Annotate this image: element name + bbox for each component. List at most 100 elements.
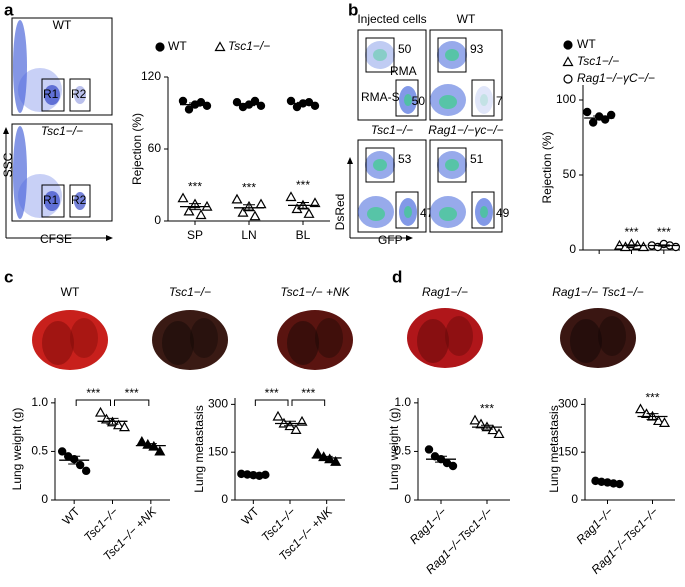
data-point <box>94 406 107 417</box>
data-point <box>588 118 598 127</box>
cell-cloud <box>445 159 459 171</box>
data-point <box>81 466 91 476</box>
y-tick-label: 0 <box>221 492 228 506</box>
error-bar <box>144 443 157 449</box>
data-point <box>237 206 249 217</box>
y-axis-label: Lung weight (g) <box>387 408 401 491</box>
y-tick-label: 1.0 <box>31 395 48 409</box>
gate <box>365 37 395 73</box>
significance: *** <box>624 225 638 239</box>
data-point <box>469 414 481 425</box>
gate <box>41 78 65 112</box>
error-bar <box>320 455 333 461</box>
error-bar <box>593 115 606 121</box>
data-point <box>75 460 85 470</box>
y-tick-label: 0 <box>41 492 48 506</box>
y-axis-label: Rejection (%) <box>540 131 554 203</box>
legend-marker <box>214 41 226 52</box>
data-point <box>634 403 647 414</box>
y-axis-label: Lung metastasis <box>192 405 206 492</box>
x-tick-label: BL <box>296 228 311 242</box>
error-bar <box>481 424 493 430</box>
photo-label: Tsc1−/− +NK <box>280 285 350 299</box>
x-tick-label: Rag1−/− <box>407 504 449 546</box>
significance: *** <box>125 386 139 400</box>
error-bar <box>601 481 614 484</box>
y-tick-label: 0.5 <box>31 444 48 458</box>
legend-marker <box>155 42 165 52</box>
y-tick-label: 120 <box>141 69 161 83</box>
gate-value: 93 <box>470 42 484 56</box>
bracket <box>75 399 111 406</box>
error-bar <box>106 417 119 425</box>
data-point <box>272 410 284 421</box>
cell-cloud <box>74 192 86 210</box>
y-tick-label: 0.5 <box>394 444 411 458</box>
y-axis-label: Lung metastasis <box>547 405 561 492</box>
photo-label: Tsc1−/− <box>169 285 211 299</box>
gate <box>365 147 395 183</box>
flow-title: WT <box>53 18 72 32</box>
cell-cloud <box>475 86 493 114</box>
y-tick-label: 300 <box>208 397 228 411</box>
data-point <box>652 415 665 426</box>
photo-label: Rag1−/− <box>422 285 468 299</box>
legend-label: WT <box>577 37 596 51</box>
photo-label: WT <box>61 285 80 299</box>
y-tick-label: 150 <box>558 444 578 458</box>
data-point <box>312 447 324 458</box>
cell-cloud <box>404 206 412 218</box>
error-bar <box>435 455 447 463</box>
bracket <box>114 399 150 406</box>
cell-cloud <box>480 94 488 106</box>
lung-lobe <box>570 319 602 363</box>
error-bar <box>68 455 81 465</box>
cell-cloud <box>373 159 387 171</box>
data-point <box>424 445 434 454</box>
flow-x-label: GFP <box>378 233 403 247</box>
data-point <box>183 205 195 216</box>
gate-label: R1 <box>43 87 59 101</box>
legend-marker <box>563 40 573 50</box>
x-tick-label: WT <box>59 504 83 528</box>
panel-label: b <box>348 0 358 19</box>
gate <box>395 191 419 229</box>
data-point <box>493 428 505 439</box>
error-bar <box>625 244 638 247</box>
gate-value: 53 <box>398 152 412 166</box>
data-point <box>154 445 166 456</box>
data-point <box>615 479 624 489</box>
lung-lobe <box>162 321 194 365</box>
bracket <box>254 399 289 406</box>
y-tick-label: 0 <box>569 242 576 256</box>
cell-cloud <box>44 191 60 211</box>
lung-lobe <box>42 321 74 365</box>
photo-label: Rag1−/− Tsc1−/− <box>552 285 644 299</box>
axis-arrow <box>5 130 110 239</box>
data-point <box>658 417 671 427</box>
legend-marker <box>562 56 574 67</box>
significance: *** <box>657 225 671 239</box>
y-tick-label: 100 <box>556 92 576 106</box>
cell-cloud <box>44 85 60 105</box>
cell-cloud <box>439 95 457 109</box>
error-bar <box>189 102 201 107</box>
y-tick-label: 0 <box>404 492 411 506</box>
error-bar <box>189 203 201 211</box>
legend-label: Tsc1−/− <box>577 54 619 68</box>
significance: *** <box>301 386 315 400</box>
cell-cloud <box>439 207 457 221</box>
data-point <box>231 193 243 204</box>
flow-plot <box>11 17 113 116</box>
y-tick-label: 60 <box>148 141 162 155</box>
data-point <box>202 101 212 111</box>
flow-y-label: SSC <box>1 152 15 177</box>
lung-lobe <box>417 319 449 363</box>
error-bar <box>646 413 659 420</box>
significance: *** <box>188 179 202 193</box>
cell-cloud <box>367 207 385 221</box>
error-bar <box>657 244 670 247</box>
gate-label: R1 <box>43 193 59 207</box>
flow-y-label: DsRed <box>333 194 347 231</box>
gate <box>471 79 495 117</box>
